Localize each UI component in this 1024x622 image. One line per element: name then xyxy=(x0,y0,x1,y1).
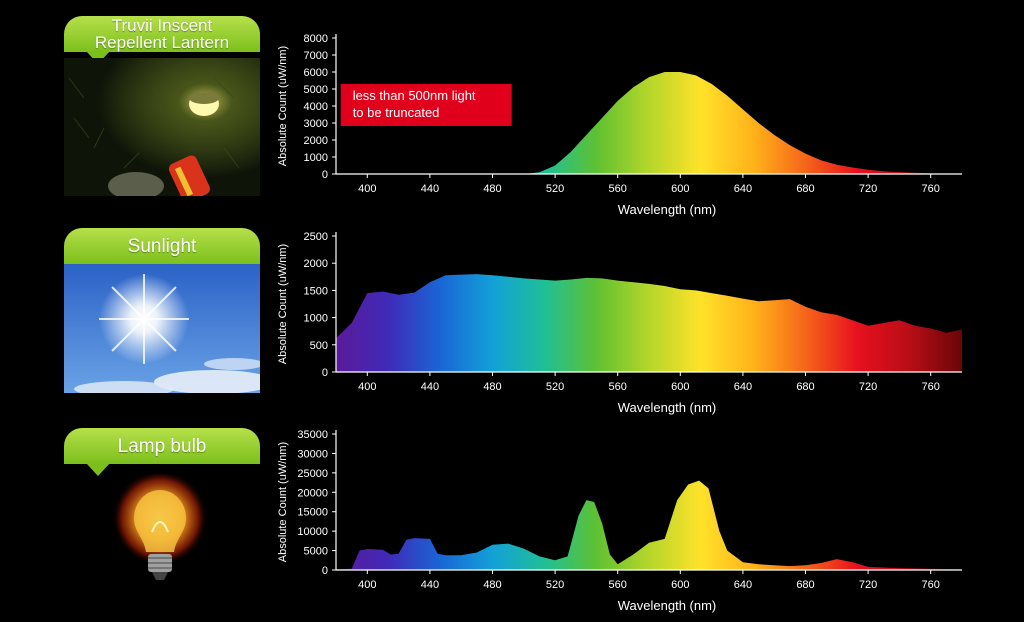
lantern-photo xyxy=(64,58,260,196)
x-tick-label: 720 xyxy=(859,579,877,591)
x-tick-label: 600 xyxy=(671,579,689,591)
y-tick-label: 2000 xyxy=(304,135,328,147)
x-tick-label: 560 xyxy=(609,381,627,393)
y-tick-label: 1000 xyxy=(304,313,328,325)
spectrum-chart-lantern: 0 1000 2000 3000 4000 5000 6000 7000 8000 400 440 4… xyxy=(277,33,962,217)
annotation-text: to be truncated xyxy=(353,105,440,120)
x-axis-label: Wavelength (nm) xyxy=(618,598,717,613)
y-tick-label: 5000 xyxy=(304,546,328,558)
x-tick-label: 560 xyxy=(609,579,627,591)
panel-label-line: Lamp bulb xyxy=(117,435,207,457)
y-tick-label: 0 xyxy=(322,565,328,577)
y-tick-label: 8000 xyxy=(304,33,328,45)
y-tick-label: 3000 xyxy=(304,118,328,130)
panel-label-lamp-bulb: Lamp bulb xyxy=(64,428,260,476)
spectrum-area xyxy=(523,72,931,174)
sunlight-photo xyxy=(64,264,260,393)
x-tick-label: 400 xyxy=(358,183,376,195)
x-tick-label: 480 xyxy=(483,183,501,195)
x-tick-label: 440 xyxy=(421,579,439,591)
x-tick-label: 680 xyxy=(796,579,814,591)
x-tick-label: 520 xyxy=(546,381,564,393)
y-axis-label: Absolute Count (uW/nm) xyxy=(277,46,289,166)
y-tick-label: 25000 xyxy=(297,468,328,480)
x-tick-label: 720 xyxy=(859,381,877,393)
x-tick-label: 600 xyxy=(671,183,689,195)
y-tick-label: 500 xyxy=(310,340,328,352)
x-tick-label: 680 xyxy=(796,381,814,393)
y-tick-label: 15000 xyxy=(297,507,328,519)
x-tick-label: 520 xyxy=(546,183,564,195)
x-tick-label: 600 xyxy=(671,381,689,393)
x-tick-label: 440 xyxy=(421,381,439,393)
y-tick-label: 1000 xyxy=(304,152,328,164)
y-tick-label: 2000 xyxy=(304,258,328,270)
y-tick-label: 20000 xyxy=(297,487,328,499)
x-tick-label: 400 xyxy=(358,579,376,591)
y-tick-label: 10000 xyxy=(297,526,328,538)
x-tick-label: 760 xyxy=(922,381,940,393)
spectrum-chart-sunlight: 0 500 1000 1500 2000 2500 400 440 480 520 560 600 64… xyxy=(277,231,962,415)
pointer-arrow-icon xyxy=(86,463,110,476)
spectrum-area xyxy=(336,274,962,372)
y-tick-label: 0 xyxy=(322,367,328,379)
x-tick-label: 680 xyxy=(796,183,814,195)
x-tick-label: 480 xyxy=(483,579,501,591)
annotation-text: less than 500nm light xyxy=(353,88,476,103)
y-tick-label: 0 xyxy=(322,169,328,181)
y-tick-label: 1500 xyxy=(304,285,328,297)
x-tick-label: 640 xyxy=(734,381,752,393)
x-tick-label: 640 xyxy=(734,183,752,195)
x-axis-label: Wavelength (nm) xyxy=(618,400,717,415)
x-tick-label: 520 xyxy=(546,579,564,591)
y-tick-label: 2500 xyxy=(304,231,328,243)
spectrum-chart-lamp-bulb: 0 5000 10000 15000 20000 25000 30000 35000 400 44… xyxy=(277,429,962,613)
y-tick-label: 6000 xyxy=(304,67,328,79)
x-axis-label: Wavelength (nm) xyxy=(618,202,717,217)
y-tick-label: 35000 xyxy=(297,429,328,441)
x-tick-label: 560 xyxy=(609,183,627,195)
spectrum-area xyxy=(336,480,962,570)
panel-label-line: Sunlight xyxy=(127,235,197,257)
y-axis-label: Absolute Count (uW/nm) xyxy=(277,442,289,562)
panel-label-sunlight: Sunlight xyxy=(64,228,260,276)
panel-label-lantern: Truvii Inscent Repellent Lantern xyxy=(64,16,260,64)
x-tick-label: 720 xyxy=(859,183,877,195)
y-tick-label: 5000 xyxy=(304,84,328,96)
panel-label-line: Repellent Lantern xyxy=(94,33,230,52)
x-tick-label: 440 xyxy=(421,183,439,195)
y-tick-label: 4000 xyxy=(304,101,328,113)
x-tick-label: 760 xyxy=(922,579,940,591)
x-tick-label: 760 xyxy=(922,183,940,195)
lamp-bulb-photo xyxy=(64,474,260,604)
x-tick-label: 400 xyxy=(358,381,376,393)
annotation-box xyxy=(340,84,512,126)
x-tick-label: 640 xyxy=(734,579,752,591)
y-tick-label: 30000 xyxy=(297,448,328,460)
y-axis-label: Absolute Count (uW/nm) xyxy=(277,244,289,364)
panel-label-line: Truvii Inscent xyxy=(111,16,213,35)
y-tick-label: 7000 xyxy=(304,50,328,62)
x-tick-label: 480 xyxy=(483,381,501,393)
